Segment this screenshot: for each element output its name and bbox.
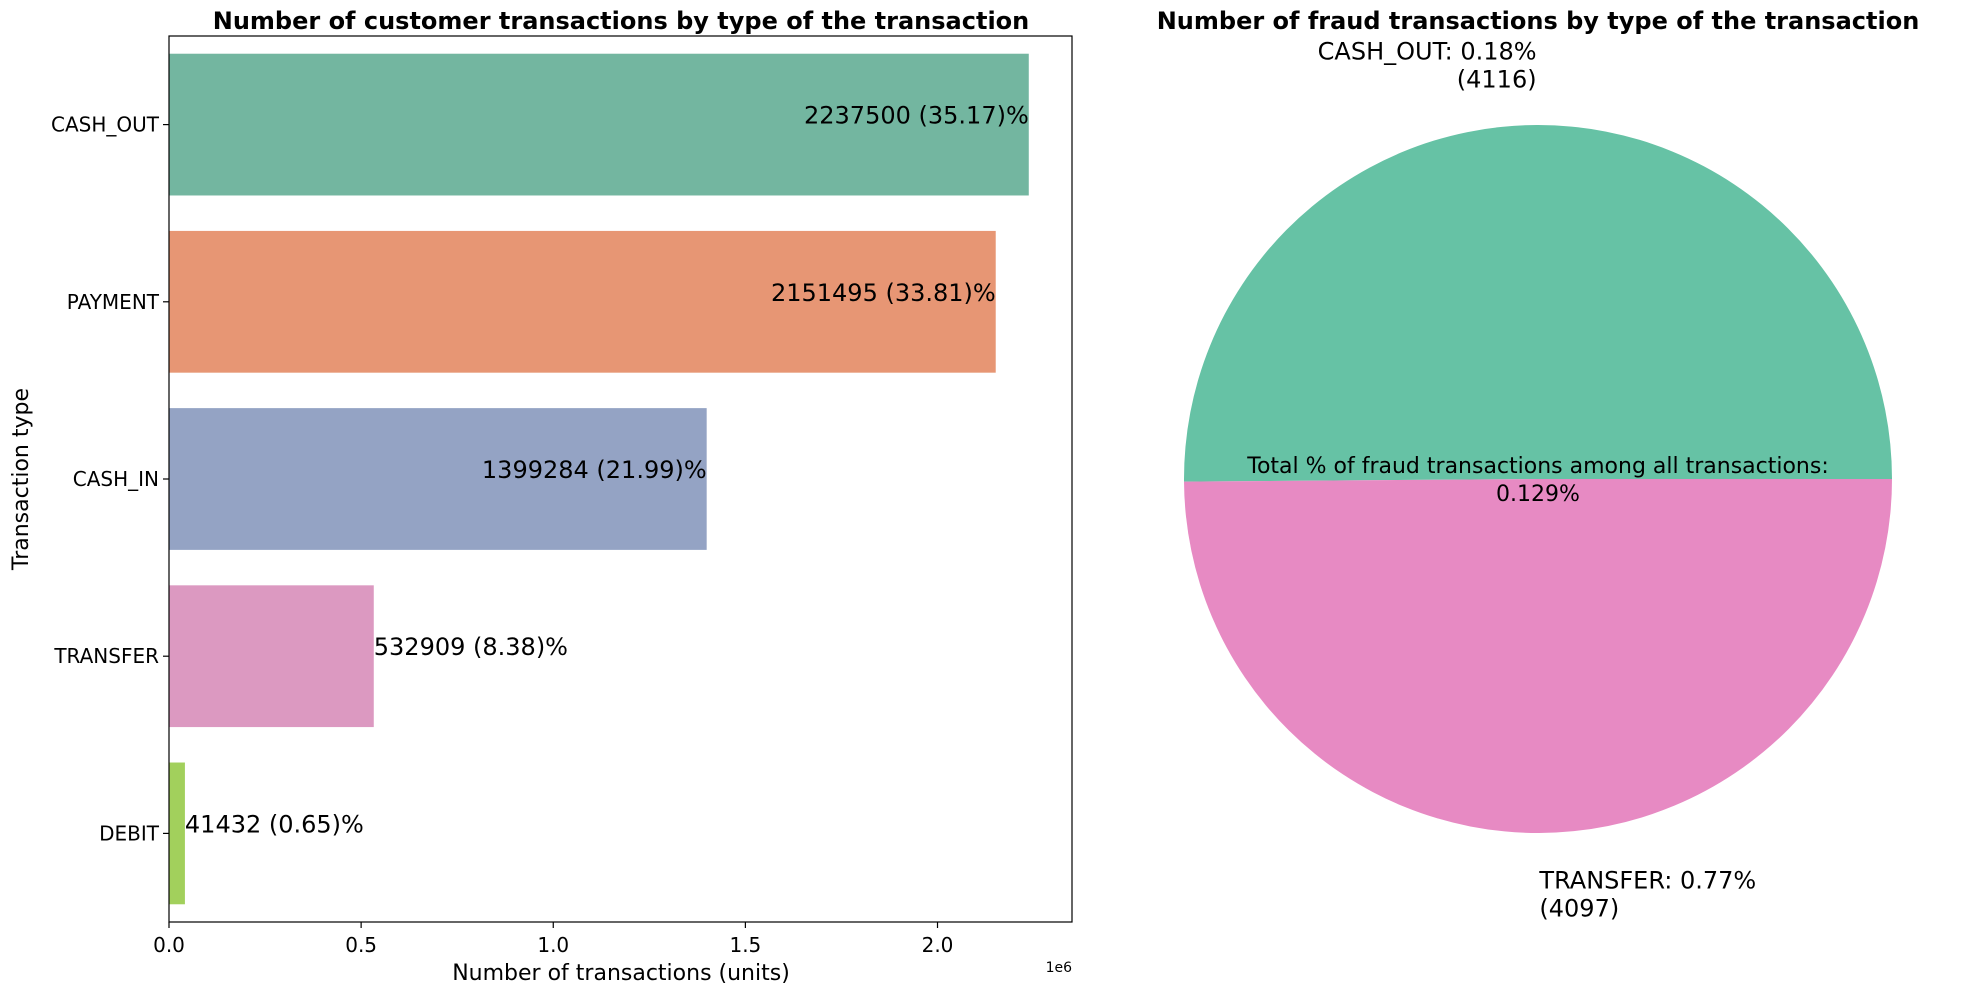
pie-center-text-line2: 0.129% [1496, 482, 1580, 507]
x-tick-label: 0.0 [153, 933, 185, 957]
pie-label-transfer: TRANSFER: 0.77%(4097) [1538, 866, 1756, 922]
y-tick-label: TRANSFER [53, 644, 159, 668]
x-ticks: 0.0 0.5 1.0 1.5 2.0 [153, 922, 953, 957]
bar-chart: Number of customer transactions by type … [9, 7, 1073, 986]
pie-chart: Number of fraud transactions by type of … [1157, 7, 1920, 922]
bar-cash-in [169, 408, 707, 550]
pie-label-line2: (4097) [1539, 894, 1619, 922]
y-tick-label: CASH_OUT [51, 113, 160, 137]
pie-slice-cash-out [1184, 124, 1893, 482]
pie-label-cash-out: CASH_OUT: 0.18%(4116) [1318, 38, 1537, 94]
y-ticks: CASH_OUT PAYMENT CASH_IN TRANSFER DEBIT [51, 113, 169, 845]
bar-transfer [169, 585, 374, 728]
pie-chart-title: Number of fraud transactions by type of … [1157, 7, 1920, 35]
bar-x-axis-label: Number of transactions (units) [452, 961, 790, 986]
bar-payment [169, 230, 996, 373]
y-tick-label: DEBIT [99, 821, 160, 845]
bar-debit [169, 762, 185, 905]
x-tick-label: 0.5 [345, 933, 377, 957]
y-tick-label: CASH_IN [73, 467, 159, 491]
x-tick-label: 1.5 [729, 933, 761, 957]
bar-value-label: 532909 (8.38)% [374, 633, 568, 661]
pie-label-line2: (4116) [1457, 66, 1537, 94]
y-tick-label: PAYMENT [67, 290, 160, 314]
bar-value-label: 2151495 (33.81)% [771, 279, 996, 307]
bar-value-label: 1399284 (21.99)% [482, 456, 707, 484]
pie-center-text-line1: Total % of fraud transactions among all … [1246, 454, 1829, 479]
pie-labels: CASH_OUT: 0.18%(4116) TRANSFER: 0.77%(409… [1318, 38, 1757, 923]
pie-label-line1: TRANSFER: 0.77% [1538, 866, 1756, 894]
bar-value-label: 2237500 (35.17)% [804, 102, 1029, 130]
bar-value-label: 41432 (0.65)% [185, 810, 364, 838]
pie-slices [1184, 124, 1893, 833]
bar-x-offset-label: 1e6 [1046, 960, 1073, 976]
pie-label-line1: CASH_OUT: 0.18% [1318, 38, 1537, 66]
bar-y-axis-label: Transaction type [9, 388, 34, 571]
x-tick-label: 1.0 [537, 933, 569, 957]
bar-cash-out [169, 53, 1029, 196]
bars: 2237500 (35.17)% 2151495 (33.81)% 1399284 … [169, 53, 1029, 905]
pie-slice-transfer [1184, 479, 1892, 833]
x-tick-label: 2.0 [922, 933, 954, 957]
bar-chart-title: Number of customer transactions by type … [213, 7, 1030, 35]
